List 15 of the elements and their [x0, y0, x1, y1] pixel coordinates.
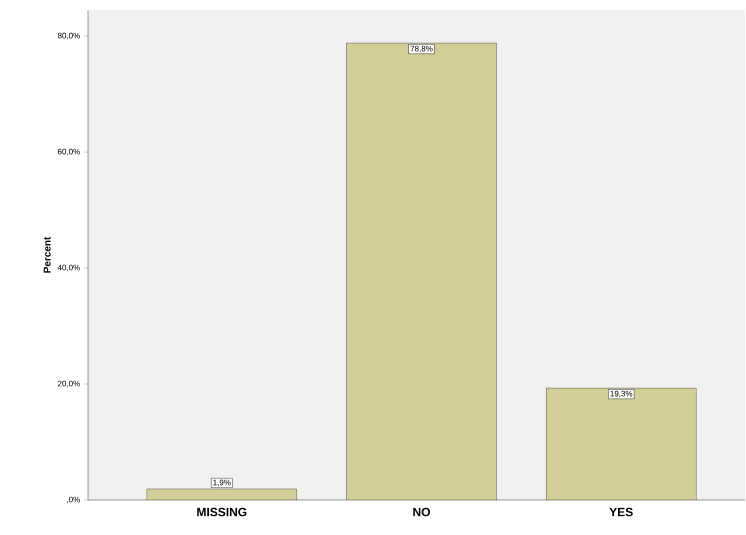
bar [346, 42, 497, 500]
bar [546, 388, 696, 500]
y-axis-title: Percent [44, 236, 51, 273]
bar [146, 488, 297, 500]
x-tick-label: MISSING [197, 508, 246, 516]
data-label: 78,8% [410, 46, 433, 52]
y-tick-label: 60,0% [58, 148, 80, 156]
y-tick-label: 40,0% [58, 264, 80, 272]
x-tick-label: NO [413, 508, 430, 516]
y-tick-label: ,0% [67, 496, 80, 504]
x-tick-label: YES [609, 508, 633, 516]
data-label: 1,9% [213, 480, 231, 486]
y-tick-label: 80,0% [58, 32, 80, 40]
y-tick-label: 20,0% [58, 380, 80, 388]
data-label: 19,3% [610, 390, 632, 398]
